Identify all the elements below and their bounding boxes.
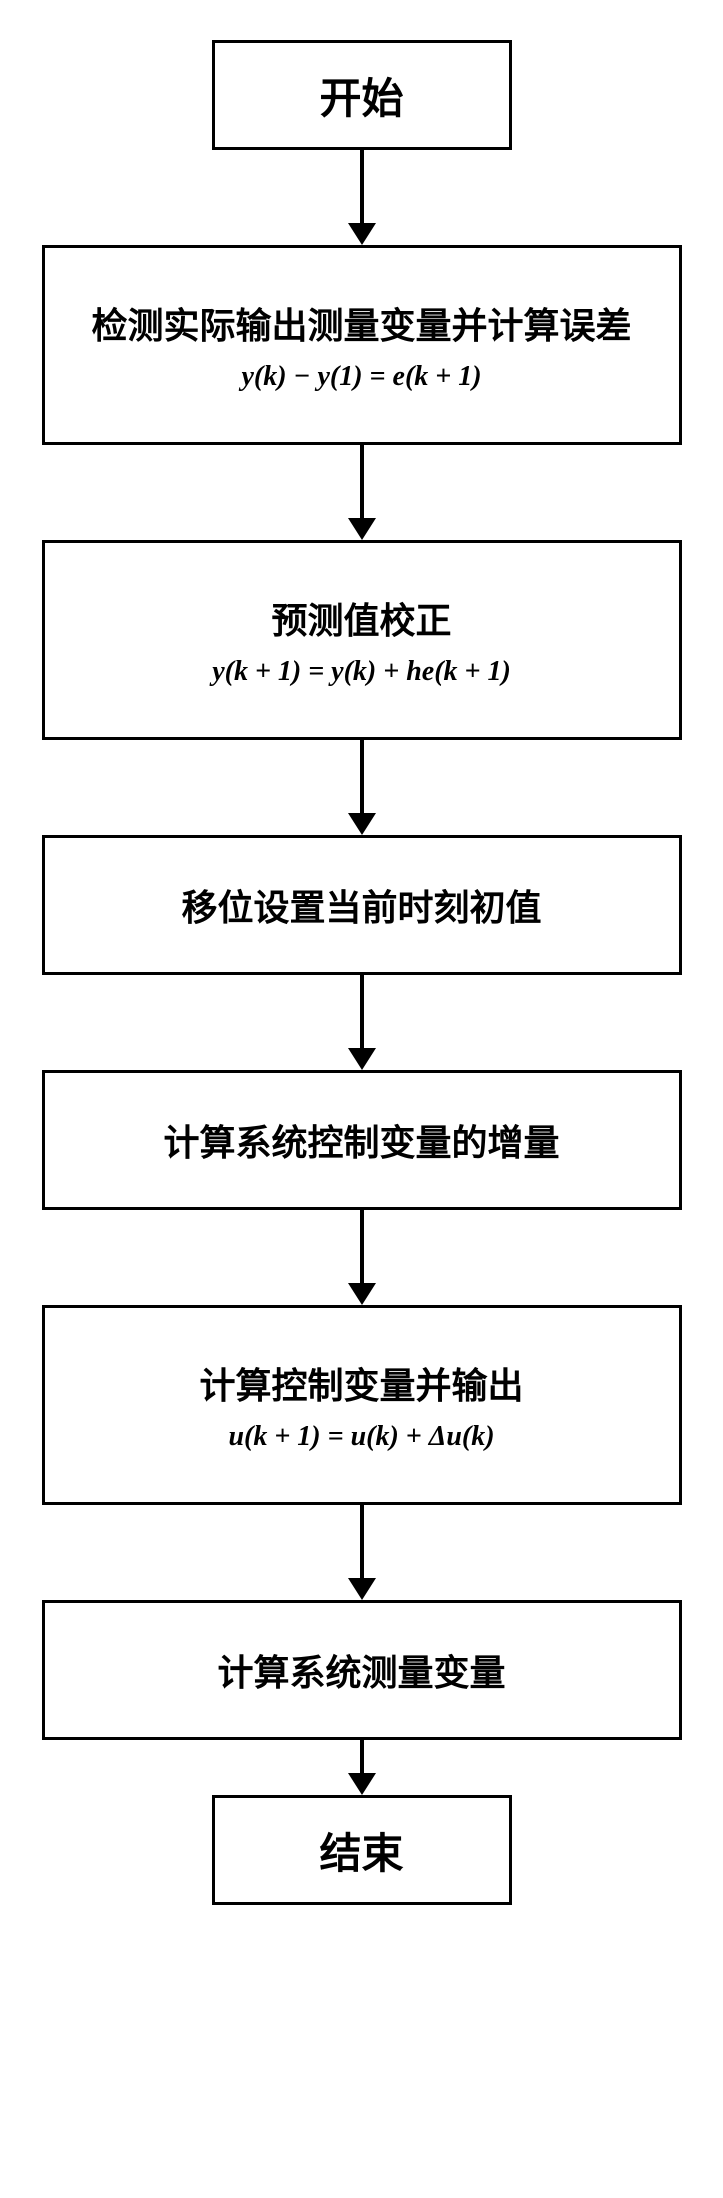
- arrow-line: [360, 445, 364, 518]
- flowchart-container: 开始 检测实际输出测量变量并计算误差 y(k) − y(1) = e(k + 1…: [20, 40, 703, 1905]
- step1-label: 检测实际输出测量变量并计算误差: [91, 297, 631, 349]
- arrow-line: [360, 1740, 364, 1773]
- step6-label: 计算系统测量变量: [217, 1644, 505, 1696]
- step6-node: 计算系统测量变量: [42, 1600, 682, 1740]
- step2-label: 预测值校正: [271, 592, 451, 644]
- step3-label: 移位设置当前时刻初值: [181, 879, 541, 931]
- arrow-7: [348, 1740, 376, 1795]
- step2-formula: y(k + 1) = y(k) + he(k + 1): [212, 656, 511, 688]
- start-label: 开始: [319, 65, 403, 126]
- arrow-5: [348, 1210, 376, 1305]
- step4-node: 计算系统控制变量的增量: [42, 1070, 682, 1210]
- arrow-2: [348, 445, 376, 540]
- arrow-line: [360, 740, 364, 813]
- arrow-1: [348, 150, 376, 245]
- step5-node: 计算控制变量并输出 u(k + 1) = u(k) + Δu(k): [42, 1305, 682, 1505]
- arrow-head: [348, 1048, 376, 1070]
- arrow-3: [348, 740, 376, 835]
- arrow-line: [360, 150, 364, 223]
- arrow-head: [348, 223, 376, 245]
- arrow-line: [360, 1210, 364, 1283]
- arrow-line: [360, 1505, 364, 1578]
- end-node: 结束: [212, 1795, 512, 1905]
- arrow-head: [348, 813, 376, 835]
- step1-node: 检测实际输出测量变量并计算误差 y(k) − y(1) = e(k + 1): [42, 245, 682, 445]
- step5-label: 计算控制变量并输出: [199, 1357, 523, 1409]
- arrow-head: [348, 1283, 376, 1305]
- arrow-head: [348, 1578, 376, 1600]
- arrow-6: [348, 1505, 376, 1600]
- step4-label: 计算系统控制变量的增量: [163, 1114, 559, 1166]
- step5-formula: u(k + 1) = u(k) + Δu(k): [228, 1421, 494, 1453]
- arrow-head: [348, 1773, 376, 1795]
- step3-node: 移位设置当前时刻初值: [42, 835, 682, 975]
- start-node: 开始: [212, 40, 512, 150]
- arrow-head: [348, 518, 376, 540]
- step2-node: 预测值校正 y(k + 1) = y(k) + he(k + 1): [42, 540, 682, 740]
- end-label: 结束: [319, 1820, 403, 1881]
- step1-formula: y(k) − y(1) = e(k + 1): [241, 361, 481, 393]
- arrow-line: [360, 975, 364, 1048]
- arrow-4: [348, 975, 376, 1070]
